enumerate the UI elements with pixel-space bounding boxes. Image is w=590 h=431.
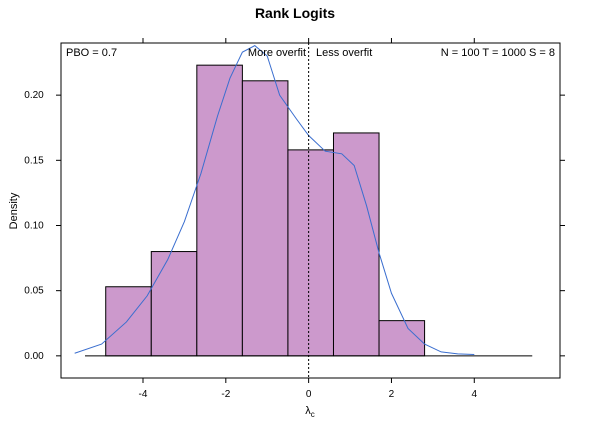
histogram-bar-5 bbox=[332, 132, 380, 357]
x-tick-label-1: -2 bbox=[221, 389, 230, 400]
plot-border bbox=[60, 42, 561, 379]
chart-title: Rank Logits bbox=[255, 5, 335, 21]
x-axis-ticks: -4 -2 0 2 4 bbox=[139, 38, 477, 400]
y-tick-label-0: 0.00 bbox=[24, 351, 44, 362]
x-tick-label-2: 0 bbox=[306, 389, 312, 400]
y-tick-label-3: 0.15 bbox=[24, 155, 44, 166]
y-tick-label-1: 0.05 bbox=[24, 286, 44, 297]
more-overfit-annotation: More overfit bbox=[248, 47, 306, 59]
histogram-bars bbox=[105, 64, 426, 357]
x-tick-label-4: 4 bbox=[471, 389, 477, 400]
histogram-bar-4 bbox=[287, 149, 334, 357]
x-tick-label-3: 2 bbox=[389, 389, 395, 400]
histogram-bar-0 bbox=[105, 286, 152, 357]
x-axis-label: λc bbox=[305, 405, 315, 419]
histogram-bar-3 bbox=[241, 80, 289, 357]
x-axis-label-sub: c bbox=[311, 410, 315, 419]
plot-frame bbox=[60, 42, 561, 379]
y-tick-label-2: 0.10 bbox=[24, 220, 44, 231]
y-axis-label: Density bbox=[8, 192, 20, 229]
less-overfit-annotation: Less overfit bbox=[316, 47, 372, 59]
x-axis-label-main: λ bbox=[305, 405, 311, 417]
x-tick-label-0: -4 bbox=[139, 389, 148, 400]
density-curve bbox=[74, 45, 475, 356]
y-axis-ticks: 0.00 0.05 0.10 0.15 0.20 bbox=[24, 90, 565, 362]
y-tick-label-4: 0.20 bbox=[24, 90, 44, 101]
params-annotation: N = 100 T = 1000 S = 8 bbox=[441, 47, 555, 59]
histogram-bar-1 bbox=[150, 251, 198, 357]
pbo-annotation: PBO = 0.7 bbox=[66, 47, 117, 59]
